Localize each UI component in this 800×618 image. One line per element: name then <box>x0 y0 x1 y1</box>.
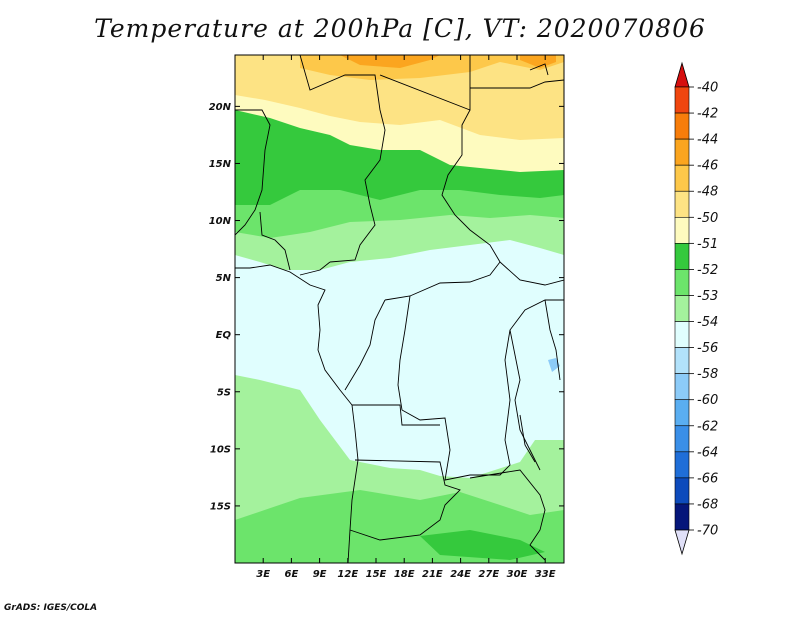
coastlines-borders <box>235 55 564 563</box>
lon-tick-label: 21E <box>422 569 443 580</box>
colorbar-swatch <box>674 321 690 348</box>
longitude-axis: 3E 6E 9E 12E 15E 18E 21E 24E 27E 30E 33E <box>256 55 556 580</box>
lat-tick-label: 5S <box>217 387 231 398</box>
lon-tick-label: 27E <box>478 569 499 580</box>
colorbar: -40 -42 -44 -46 -48 -50 -51 -52 -53 -54 -56 -58 -60 -… <box>674 61 718 556</box>
lat-tick-label: 15S <box>210 501 231 512</box>
colorbar-label: -50 <box>697 211 718 226</box>
colorbar-swatch <box>674 216 690 244</box>
colorbar-label: -44 <box>697 133 718 148</box>
colorbar-swatch <box>674 86 690 114</box>
colorbar-label: -48 <box>697 185 718 200</box>
colorbar-label: -60 <box>697 393 718 408</box>
lat-tick-label: EQ <box>216 330 232 341</box>
colorbar-label: -66 <box>697 471 718 486</box>
colorbar-swatch <box>674 373 690 401</box>
temperature-field <box>235 55 564 563</box>
latitude-axis: 20N 15N 10N 5N EQ 5S 10S 15S <box>209 102 564 512</box>
lon-tick-label: 6E <box>285 569 299 580</box>
lon-tick-label: 18E <box>394 569 415 580</box>
colorbar-label: -51 <box>697 237 718 252</box>
lat-tick-label: 20N <box>209 102 232 113</box>
colorbar-swatch <box>674 243 690 270</box>
colorbar-swatch <box>674 399 690 427</box>
colorbar-label: -62 <box>697 419 718 434</box>
lat-tick-label: 15N <box>209 159 232 170</box>
colorbar-label: -68 <box>697 497 718 512</box>
colorbar-label: -56 <box>697 341 718 356</box>
plot-frame <box>234 54 565 564</box>
colorbar-swatch <box>674 477 690 505</box>
colorbar-swatch <box>674 138 690 166</box>
colorbar-swatch <box>674 295 690 322</box>
lat-tick-label: 10N <box>209 216 232 227</box>
lon-tick-label: 30E <box>507 569 528 580</box>
colorbar-label: -64 <box>697 445 718 460</box>
lon-tick-label: 3E <box>256 569 270 580</box>
colorbar-label: -46 <box>697 159 718 174</box>
lat-tick-label: 10S <box>210 444 231 455</box>
lon-tick-label: 15E <box>366 569 387 580</box>
colorbar-swatch <box>674 451 690 479</box>
colorbar-label: -40 <box>697 81 718 96</box>
colorbar-swatch <box>674 347 690 374</box>
grads-footer: GrADS: IGES/COLA <box>4 603 98 613</box>
colorbar-top-arrow <box>674 61 690 88</box>
colorbar-label: -58 <box>697 367 718 382</box>
colorbar-swatch <box>674 112 690 140</box>
colorbar-label: -53 <box>697 289 718 304</box>
map-title: Temperature at 200hPa [C], VT: 202007080… <box>94 14 706 43</box>
colorbar-swatch <box>674 503 690 531</box>
colorbar-label: -70 <box>697 524 718 539</box>
lon-tick-label: 12E <box>337 569 358 580</box>
colorbar-label: -54 <box>697 315 718 330</box>
lon-tick-label: 33E <box>535 569 556 580</box>
colorbar-label: -52 <box>697 263 718 278</box>
colorbar-label: -42 <box>697 107 718 122</box>
lon-tick-label: 24E <box>450 569 471 580</box>
lat-tick-label: 5N <box>216 273 232 284</box>
lon-tick-label: 9E <box>313 569 327 580</box>
colorbar-swatch <box>674 425 690 453</box>
colorbar-swatch <box>674 190 690 218</box>
colorbar-swatch <box>674 269 690 296</box>
colorbar-bottom-arrow <box>674 529 690 556</box>
colorbar-swatch <box>674 164 690 192</box>
